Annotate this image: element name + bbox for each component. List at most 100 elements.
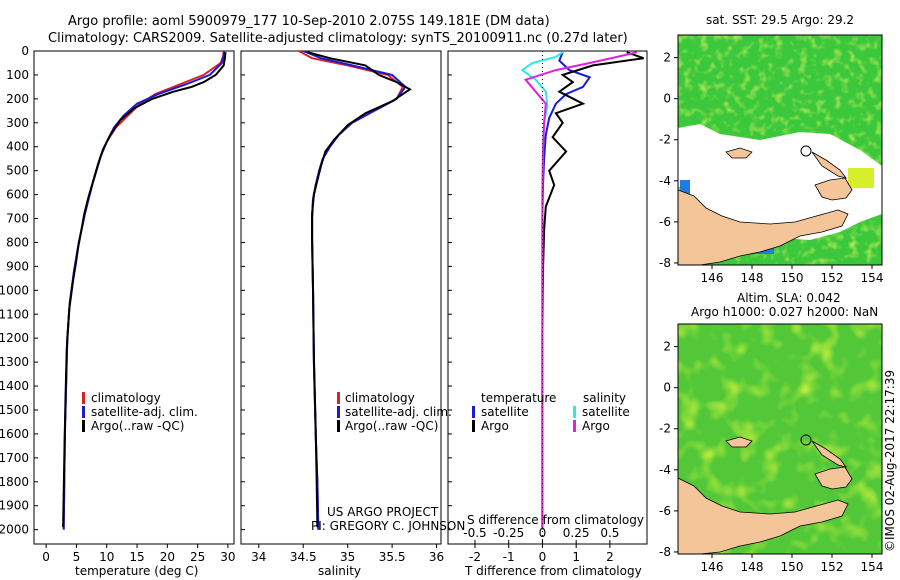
depth-tick-label: 1600 bbox=[0, 427, 29, 441]
depth-tick-label: 1200 bbox=[0, 331, 29, 345]
project-pi: PI: GREGORY C. JOHNSON bbox=[311, 519, 465, 533]
project-name: US ARGO PROJECT bbox=[327, 505, 439, 519]
sst-map-axes: 146 148 150 152 154 2 0 -2 -4 -6 -8 bbox=[659, 51, 883, 285]
map-lon-label: 154 bbox=[861, 271, 884, 285]
salinity-panel-frame bbox=[240, 50, 442, 545]
x-tick-label: 35.5 bbox=[379, 550, 406, 564]
figure-title-line2: Climatology: CARS2009. Satellite-adjuste… bbox=[48, 31, 628, 46]
salinity-axis-label: salinity bbox=[318, 564, 361, 578]
map-lat-label: -2 bbox=[659, 133, 671, 147]
sla-float-marker bbox=[800, 434, 812, 446]
legend-swatch-t-satellite bbox=[472, 406, 475, 418]
difference-legend: temperature salinity satellite Argo sate… bbox=[472, 391, 630, 433]
sla-map-frame bbox=[677, 323, 883, 555]
map-lon-label: 150 bbox=[781, 271, 804, 285]
series-line-argo-raw-qc bbox=[307, 51, 412, 528]
depth-tick-label: 1400 bbox=[0, 379, 29, 393]
x-tick-label: 2 bbox=[606, 550, 614, 564]
legend-label-climatology: climatology bbox=[345, 391, 415, 405]
sst-land-newireland bbox=[811, 151, 847, 179]
sla-map-title-line1: Altim. SLA: 0.042 bbox=[737, 291, 841, 305]
legend-swatch-t-argo bbox=[472, 420, 475, 432]
depth-tick-label: 500 bbox=[6, 164, 29, 178]
x-tick-label: 20 bbox=[160, 550, 175, 564]
salinity-series bbox=[298, 51, 412, 530]
legend-swatch-s-satellite bbox=[573, 406, 576, 418]
legend-swatch-argo bbox=[337, 420, 340, 432]
legend-label-climatology: climatology bbox=[91, 391, 161, 405]
series-line-argo-raw-qc bbox=[62, 52, 227, 528]
x-tick-label: 5 bbox=[73, 550, 81, 564]
x-tick-label: 25 bbox=[190, 550, 205, 564]
map-lon-label: 146 bbox=[701, 271, 724, 285]
legend-label-t-argo: Argo bbox=[481, 419, 509, 433]
x-tick-label: 35 bbox=[340, 550, 355, 564]
temperature-series bbox=[62, 51, 227, 530]
depth-axis: 0 100 200 300 400 500 600 700 800 900 1000 1100 1200… bbox=[0, 44, 452, 537]
depth-tick-label: 700 bbox=[6, 212, 29, 226]
depth-tick-label: 1300 bbox=[0, 355, 29, 369]
map-lon-label: 150 bbox=[781, 560, 804, 574]
depth-tick-label: 1000 bbox=[0, 283, 29, 297]
s-difference-axis-label: S difference from climatology bbox=[467, 513, 644, 527]
legend-label-satellite: satellite-adj. clim. bbox=[91, 405, 198, 419]
imos-credit: ©IMOS 02-Aug-2017 22:17:39 bbox=[883, 370, 897, 552]
depth-tick-label: 0 bbox=[21, 44, 29, 58]
map-lat-label: 2 bbox=[663, 51, 671, 65]
depth-tick-label: 300 bbox=[6, 116, 29, 130]
legend-label-s-satellite: satellite bbox=[582, 405, 630, 419]
sla-land-manus bbox=[725, 436, 753, 448]
salinity-legend: climatology satellite-adj. clim. Argo(..… bbox=[337, 391, 452, 433]
legend-title-salinity: salinity bbox=[583, 391, 626, 405]
legend-swatch-climatology bbox=[337, 392, 340, 404]
depth-tick-label: 600 bbox=[6, 188, 29, 202]
map-lon-label: 148 bbox=[741, 560, 764, 574]
difference-panel-frame bbox=[447, 50, 648, 545]
sla-land-newireland bbox=[811, 440, 847, 468]
depth-tick-label: 400 bbox=[6, 140, 29, 154]
figure-title-line1: Argo profile: aoml 5900979_177 10-Sep-20… bbox=[68, 14, 550, 29]
sla-land-newguinea bbox=[678, 477, 849, 554]
map-lat-label: -8 bbox=[659, 545, 671, 559]
t-difference-axis-label: T difference from climatology bbox=[464, 564, 642, 578]
temperature-legend: climatology satellite-adj. clim. Argo(..… bbox=[82, 391, 198, 433]
x2-tick-label: 0.25 bbox=[563, 526, 590, 540]
x-tick-label: 34.5 bbox=[290, 550, 317, 564]
x-tick-label: 10 bbox=[99, 550, 114, 564]
map-lat-label: -8 bbox=[659, 256, 671, 270]
map-lat-label: -2 bbox=[659, 422, 671, 436]
x-tick-label: 0 bbox=[42, 550, 50, 564]
x2-tick-label: -0.25 bbox=[493, 526, 524, 540]
map-lon-label: 148 bbox=[741, 271, 764, 285]
sla-map-title-line2: Argo h1000: 0.027 h2000: NaN bbox=[691, 305, 878, 319]
sla-land-newbritain bbox=[814, 466, 853, 490]
map-lon-label: 152 bbox=[821, 271, 844, 285]
map-lon-label: 152 bbox=[821, 560, 844, 574]
sst-map-frame bbox=[677, 34, 883, 266]
sla-map bbox=[678, 324, 882, 554]
map-lat-label: 0 bbox=[663, 381, 671, 395]
depth-tick-label: 800 bbox=[6, 235, 29, 249]
map-lat-label: 0 bbox=[663, 92, 671, 106]
x-axes: 0 5 10 15 20 25 30 34 34.5 35 35.5 36 -2 -1 0 1 2 -0.5 -0.… bbox=[42, 526, 619, 564]
x-tick-label: 34 bbox=[251, 550, 266, 564]
sst-land-newguinea bbox=[678, 189, 849, 265]
depth-tick-label: 1900 bbox=[0, 499, 29, 513]
map-lat-label: -4 bbox=[659, 174, 671, 188]
sst-warm-patch bbox=[848, 168, 874, 188]
depth-tick-label: 1800 bbox=[0, 475, 29, 489]
series-line-t-argo bbox=[541, 51, 644, 528]
legend-swatch-argo bbox=[82, 420, 85, 432]
map-lat-label: 2 bbox=[663, 340, 671, 354]
map-lat-label: -6 bbox=[659, 504, 671, 518]
x-tick-label: -2 bbox=[469, 550, 481, 564]
depth-tick-label: 200 bbox=[6, 92, 29, 106]
difference-series bbox=[520, 51, 644, 544]
legend-swatch-climatology bbox=[82, 392, 85, 404]
depth-tick-label: 900 bbox=[6, 259, 29, 273]
x-tick-label: 36 bbox=[429, 550, 444, 564]
sst-map bbox=[678, 35, 882, 265]
map-lon-label: 154 bbox=[861, 560, 884, 574]
x2-tick-label: 0 bbox=[539, 526, 547, 540]
